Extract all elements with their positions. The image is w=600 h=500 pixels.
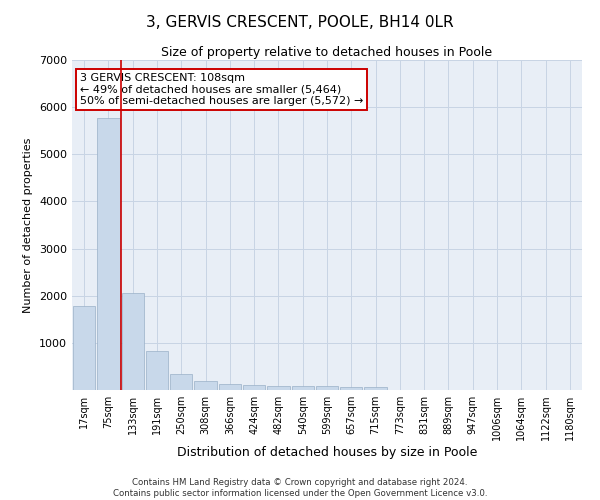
Bar <box>146 352 168 390</box>
Title: Size of property relative to detached houses in Poole: Size of property relative to detached ho… <box>161 46 493 59</box>
Bar <box>364 387 387 390</box>
Bar <box>316 386 338 390</box>
X-axis label: Distribution of detached houses by size in Poole: Distribution of detached houses by size … <box>177 446 477 459</box>
Y-axis label: Number of detached properties: Number of detached properties <box>23 138 34 312</box>
Bar <box>122 293 144 390</box>
Bar <box>73 306 95 390</box>
Bar <box>170 374 193 390</box>
Bar <box>267 386 290 390</box>
Text: Contains HM Land Registry data © Crown copyright and database right 2024.
Contai: Contains HM Land Registry data © Crown c… <box>113 478 487 498</box>
Bar <box>340 387 362 390</box>
Text: 3, GERVIS CRESCENT, POOLE, BH14 0LR: 3, GERVIS CRESCENT, POOLE, BH14 0LR <box>146 15 454 30</box>
Bar <box>292 386 314 390</box>
Bar <box>194 381 217 390</box>
Bar <box>218 384 241 390</box>
Bar <box>243 385 265 390</box>
Bar <box>97 118 119 390</box>
Text: 3 GERVIS CRESCENT: 108sqm
← 49% of detached houses are smaller (5,464)
50% of se: 3 GERVIS CRESCENT: 108sqm ← 49% of detac… <box>80 73 363 106</box>
